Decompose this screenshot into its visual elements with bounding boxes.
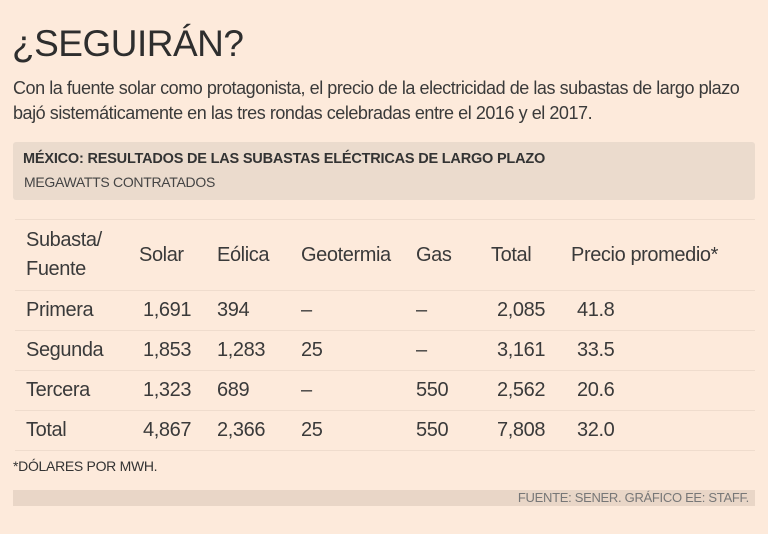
table-cell: 33.5: [571, 330, 755, 371]
table-subtitle: MEGAWATTS CONTRATADOS: [24, 174, 215, 190]
table-cell: –: [301, 370, 416, 411]
table-cell: 1,691: [134, 290, 217, 331]
footer-bar: FUENTE: SENER. GRÁFICO EE: STAFF.: [13, 490, 755, 506]
table-cell: 32.0: [571, 410, 755, 451]
table-row: Total 4,867 2,366 25 550 7,808 32.0: [15, 410, 755, 451]
table-cell: 25: [301, 330, 416, 371]
column-header: Subasta/ Fuente: [15, 219, 134, 291]
page-subtitle: Con la fuente solar como protagonista, e…: [13, 78, 740, 123]
table-header-box: MÉXICO: RESULTADOS DE LAS SUBASTAS ELÉCT…: [13, 142, 755, 200]
table-cell: Primera: [15, 290, 134, 331]
column-header: Solar: [134, 219, 217, 291]
source-credit: FUENTE: SENER. GRÁFICO EE: STAFF.: [517, 490, 749, 505]
table-cell: Tercera: [15, 370, 134, 411]
table-cell: 41.8: [571, 290, 755, 331]
table-cell: –: [416, 290, 491, 331]
table-cell: 20.6: [571, 370, 755, 411]
table-cell: 3,161: [491, 330, 571, 371]
table-cell: 2,562: [491, 370, 571, 411]
column-header: Eólica: [217, 219, 301, 291]
table-cell: 550: [416, 370, 491, 411]
table-cell: Total: [15, 410, 134, 451]
results-table: Subasta/ Fuente Solar Eólica Geotermia Gas To…: [15, 219, 755, 451]
table-cell: 4,867: [134, 410, 217, 451]
table-cell: 550: [416, 410, 491, 451]
header-row: Subasta/ Fuente Solar Eólica Geotermia Gas To…: [15, 219, 755, 291]
table-cell: –: [416, 330, 491, 371]
column-header: Precio promedio*: [571, 219, 755, 291]
column-header: Gas: [416, 219, 491, 291]
table-cell: 689: [217, 370, 301, 411]
table-cell: 1,283: [217, 330, 301, 371]
table-cell: 1,323: [134, 370, 217, 411]
table-title: MÉXICO: RESULTADOS DE LAS SUBASTAS ELÉCT…: [23, 151, 546, 167]
table-cell: 1,853: [134, 330, 217, 371]
table-cell: 2,366: [217, 410, 301, 451]
table-cell: 2,085: [491, 290, 571, 331]
table-cell: 7,808: [491, 410, 571, 451]
table-row: Primera 1,691 394– –2,085 41.8: [15, 290, 755, 331]
footnote: *DÓLARES POR MWH.: [13, 458, 158, 474]
column-header: Geotermia: [301, 219, 416, 291]
table-cell: 394: [217, 290, 301, 331]
table-row: Tercera 1,323 689–550 2,562 20.6: [15, 370, 755, 411]
page-title: ¿SEGUIRÁN?: [12, 23, 244, 64]
column-header: Total: [491, 219, 571, 291]
table-cell: Segunda: [15, 330, 134, 371]
table-row: Segunda 1,853 1,283 25–3,161 33.5: [15, 330, 755, 371]
table-cell: 25: [301, 410, 416, 451]
table-cell: –: [301, 290, 416, 331]
